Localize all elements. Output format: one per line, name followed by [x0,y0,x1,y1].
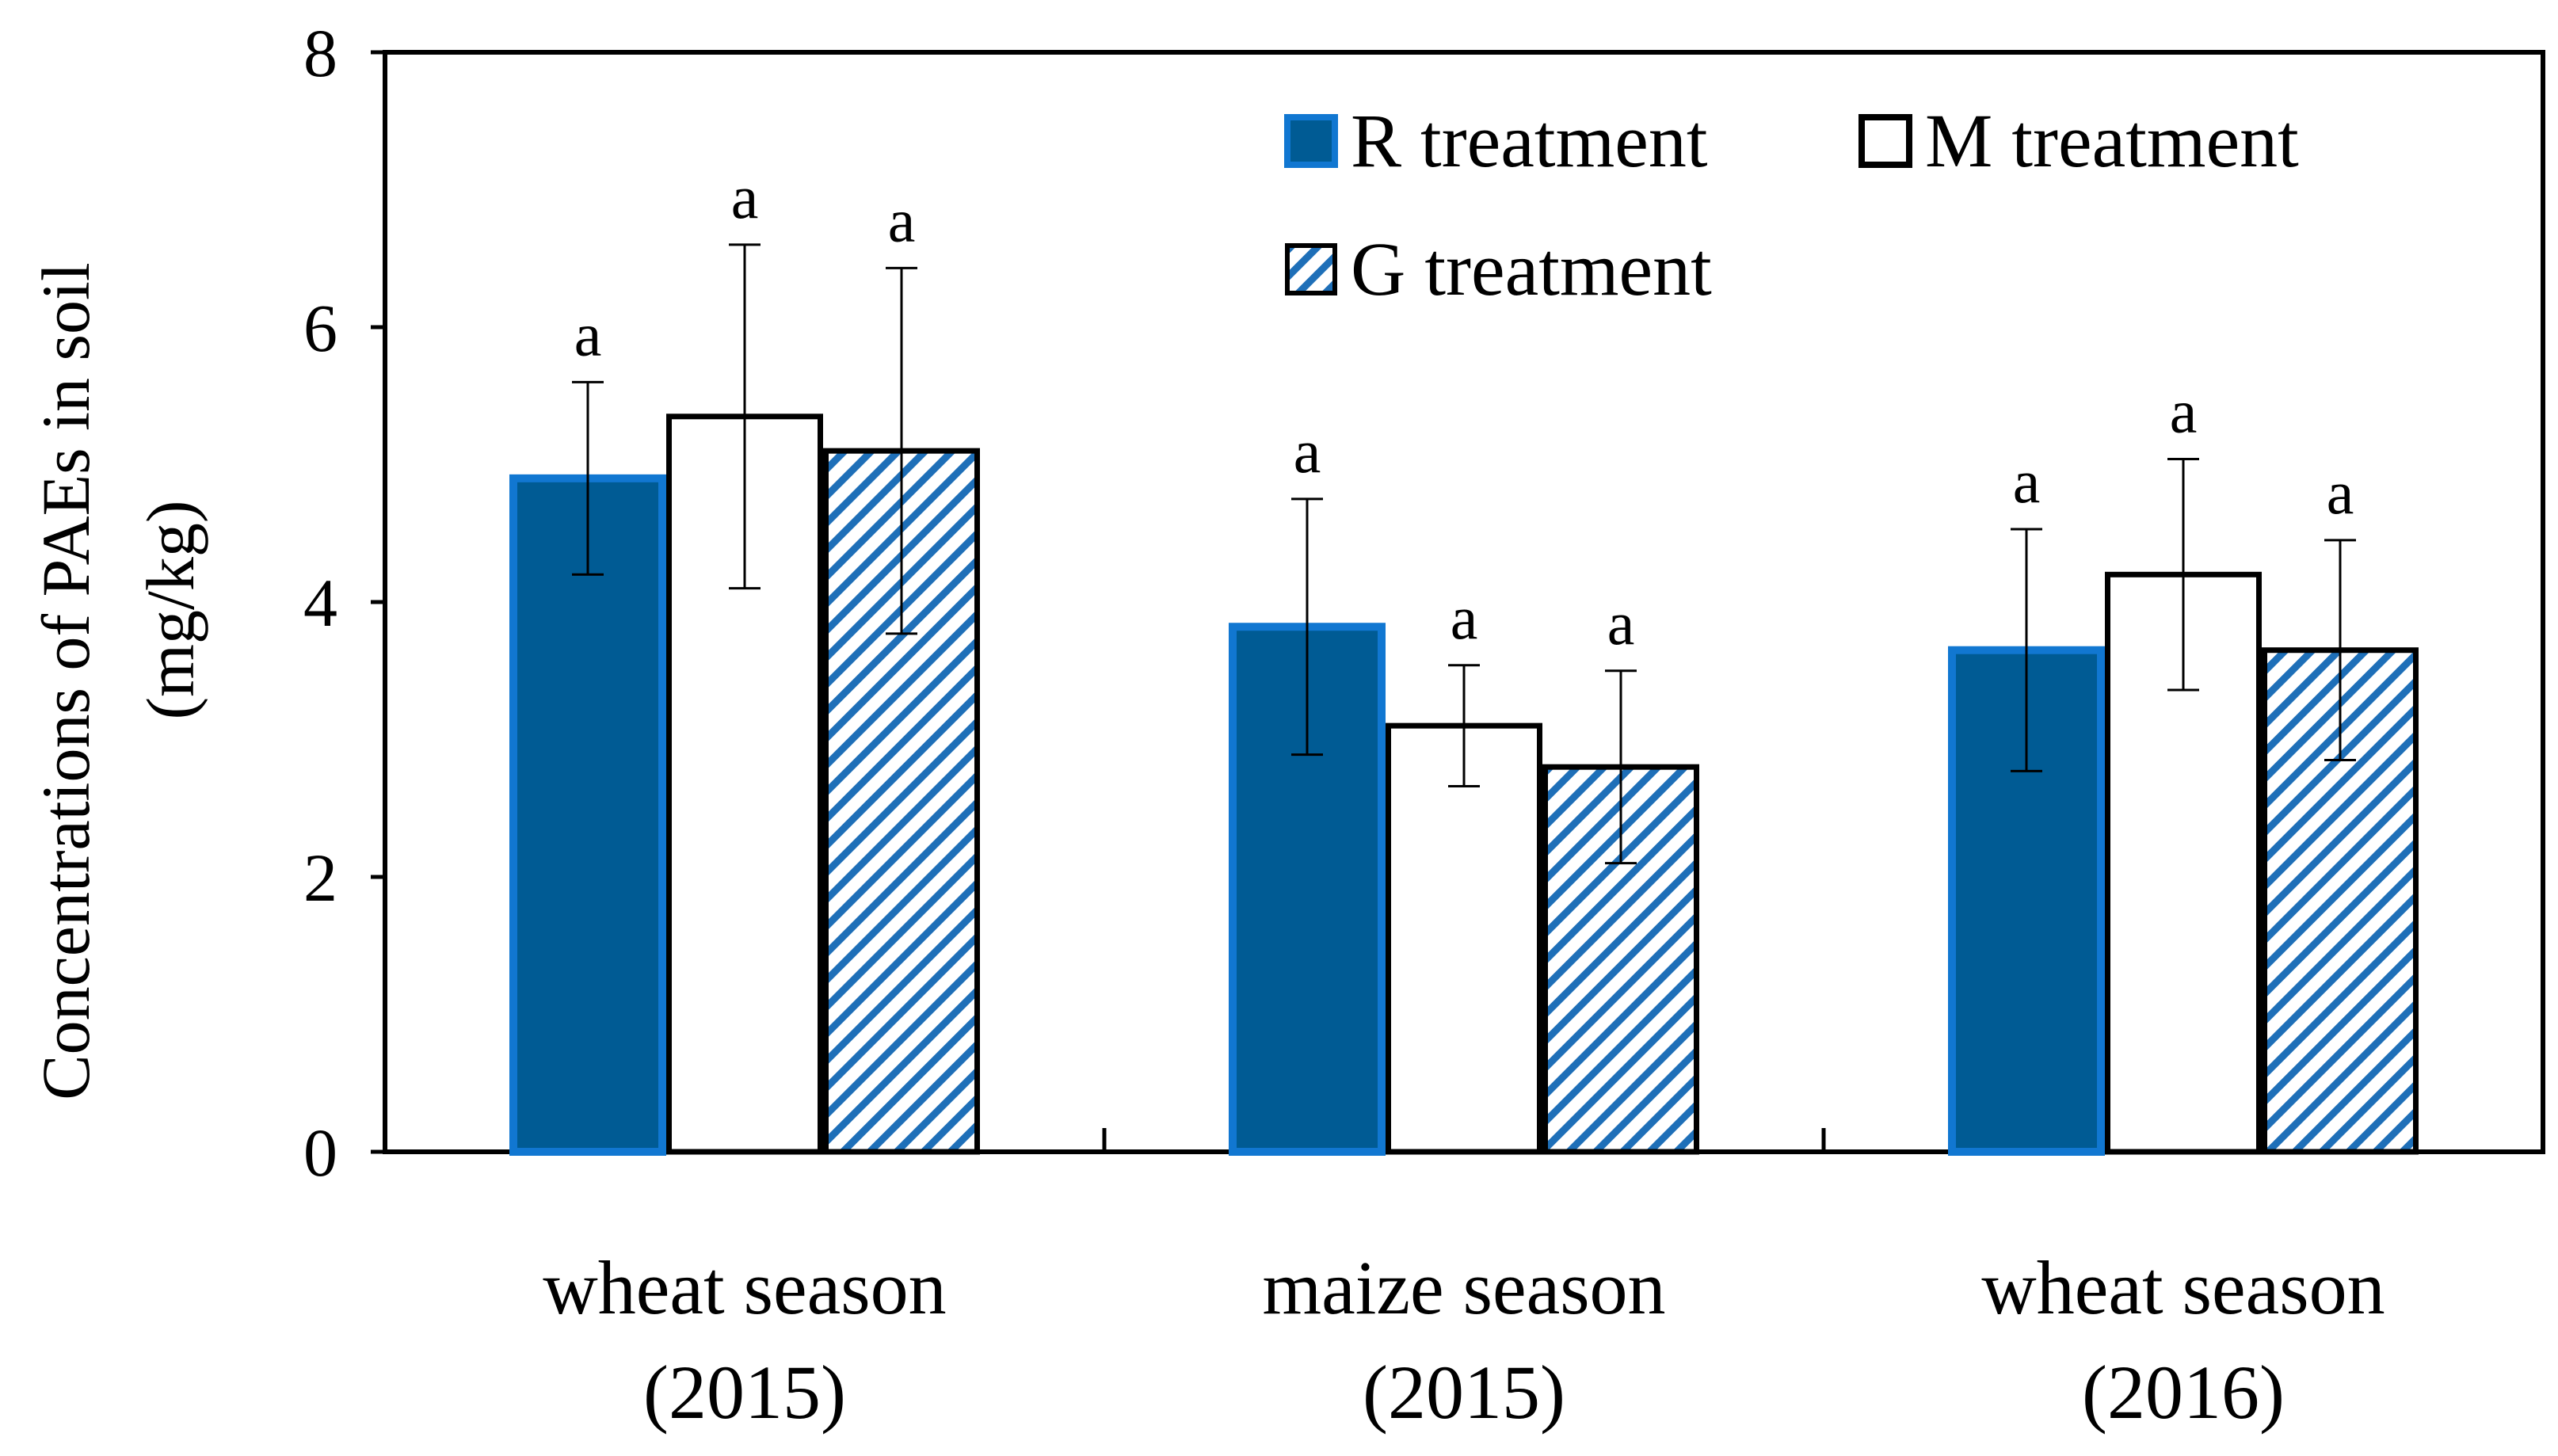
significance-label-0-2: a [2013,447,2041,516]
y-tick-label-3: 6 [303,290,337,366]
significance-label-2-0: a [888,185,916,254]
bar-m-1 [1386,722,1542,1155]
y-axis-title-line2: (mg/kg) [132,500,208,719]
significance-label-2-2: a [2327,458,2354,527]
bar-r-0 [509,474,666,1156]
x-category-label-0-line1: wheat season [543,1245,946,1330]
significance-label-1-2: a [2170,377,2198,446]
significance-label-0-0: a [574,299,602,368]
legend-label-m: M treatment [1925,98,2299,183]
y-tick-label-1: 2 [303,840,337,916]
legend-label-r: R treatment [1351,98,1708,183]
x-category-label-1-line2: (2015) [1363,1350,1565,1435]
legend-swatch-m [1858,114,1912,168]
legend-label-g: G treatment [1351,227,1712,311]
y-tick-label-4: 8 [303,15,337,91]
y-tick-label-2: 4 [303,565,337,641]
significance-label-0-1: a [1294,417,1321,486]
x-category-label-2-line1: wheat season [1981,1245,2385,1330]
y-tick-label-0: 0 [303,1115,337,1191]
legend-swatch-r [1284,114,1338,168]
x-category-label-2-line2: (2016) [2082,1350,2285,1435]
legend-swatch-g [1285,243,1337,295]
x-category-label-1-line1: maize season [1262,1245,1665,1330]
significance-label-1-0: a [731,162,759,231]
significance-label-1-1: a [1451,583,1478,652]
bar-g-0 [823,448,980,1155]
y-axis-title-line1: Concentrations of PAEs in soil [28,262,104,1100]
x-category-label-0-line2: (2015) [643,1350,846,1435]
significance-label-2-1: a [1607,589,1635,657]
